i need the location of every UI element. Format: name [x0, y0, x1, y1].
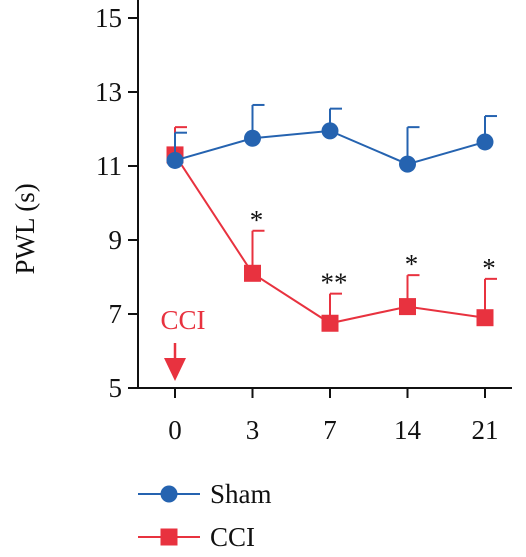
x-tick-label-7: 7 — [323, 415, 337, 445]
legend-item-sham: Sham — [138, 479, 272, 509]
legend-item-cci: CCI — [138, 522, 255, 552]
x-tick-label-21: 21 — [472, 415, 499, 445]
legend: Sham CCI — [138, 479, 272, 552]
annotation-arrow-head — [164, 358, 186, 381]
cci-point-14 — [399, 298, 416, 316]
significance-14: * — [405, 249, 419, 279]
sham-point-3 — [244, 129, 261, 147]
legend-label-cci: CCI — [210, 522, 255, 552]
y-tick-label-9: 9 — [109, 225, 123, 255]
legend-marker-cci — [160, 528, 178, 546]
significance-3: * — [250, 205, 264, 235]
sham-point-14 — [399, 155, 416, 173]
x-tick-label-0: 0 — [168, 415, 182, 445]
y-tick-label-15: 15 — [95, 3, 122, 33]
series-sham — [166, 103, 497, 173]
sham-point-0 — [166, 151, 184, 169]
x-tick-label-3: 3 — [246, 415, 260, 445]
legend-label-sham: Sham — [210, 479, 272, 509]
series-cci — [166, 126, 497, 332]
annotation-text: CCI — [160, 305, 205, 335]
y-tick-label-7: 7 — [109, 299, 123, 329]
x-tick-label-14: 14 — [394, 415, 422, 445]
y-tick-label-5: 5 — [109, 373, 123, 403]
significance-21: * — [482, 253, 496, 283]
y-axis-title: PWL (s) — [10, 183, 40, 274]
axes: 5 7 9 11 13 15 0 3 7 14 21 PWL (s) — [10, 0, 512, 445]
series-layer — [166, 103, 497, 332]
sham-point-21 — [476, 133, 494, 151]
significance-layer: **** * — [250, 205, 496, 298]
y-tick-label-13: 13 — [95, 77, 122, 107]
cci-point-21 — [476, 309, 494, 327]
legend-marker-sham — [160, 485, 178, 503]
cci-point-3 — [244, 264, 261, 282]
cci-point-7 — [321, 314, 339, 332]
significance-7: ** — [321, 268, 348, 298]
cci-annotation: CCI — [160, 305, 206, 381]
y-tick-label-11: 11 — [96, 151, 122, 181]
sham-point-7 — [321, 122, 339, 140]
